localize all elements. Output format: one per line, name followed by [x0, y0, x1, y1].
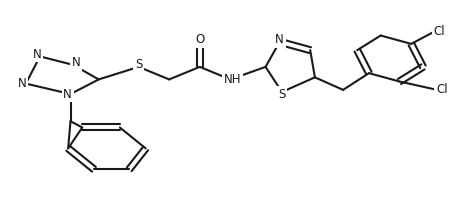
- Text: N: N: [63, 88, 72, 101]
- Text: N: N: [33, 48, 41, 61]
- Text: N: N: [72, 56, 80, 69]
- Text: Cl: Cl: [434, 25, 445, 38]
- Text: S: S: [278, 88, 286, 101]
- Text: O: O: [195, 33, 204, 46]
- Text: S: S: [135, 58, 142, 71]
- Text: NH: NH: [223, 73, 241, 86]
- Text: N: N: [18, 77, 26, 90]
- Text: N: N: [275, 33, 284, 46]
- Text: Cl: Cl: [436, 83, 447, 96]
